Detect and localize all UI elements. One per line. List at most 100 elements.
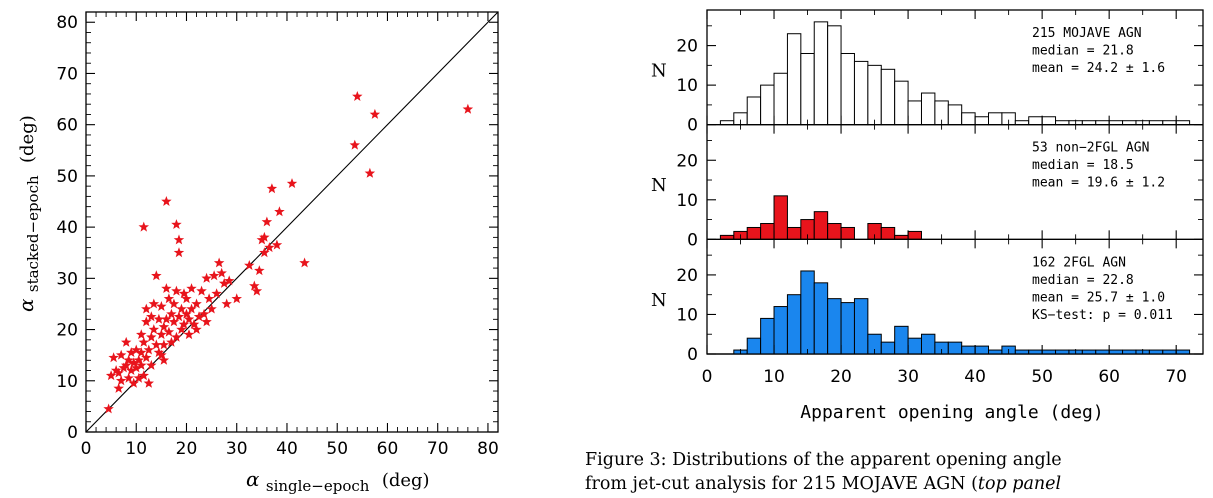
histogram-bar <box>813 21 829 126</box>
histogram-bar <box>773 306 788 355</box>
histogram-stat-line: median = 22.8 <box>1032 273 1134 288</box>
histogram-bar <box>974 116 990 126</box>
histogram-y-tick-label: 10 <box>676 305 698 325</box>
scatter-point <box>224 275 235 286</box>
histogram-stat-line: median = 21.8 <box>1032 44 1134 59</box>
histogram-bar <box>974 345 990 355</box>
scatter-point <box>186 283 197 293</box>
histogram-y-tick-label: 20 <box>676 37 698 57</box>
scatter-point <box>136 347 147 358</box>
scatter-point <box>146 331 157 342</box>
histogram-bar <box>746 226 762 240</box>
scatter-points <box>103 91 474 414</box>
histogram-bar <box>853 298 869 355</box>
scatter-point <box>231 293 242 304</box>
scatter-point <box>136 329 147 340</box>
histogram-ylabel: N <box>651 61 667 82</box>
scatter-point <box>259 247 270 258</box>
scatter-point <box>158 354 170 365</box>
scatter-y-tick-label: 0 <box>67 423 78 443</box>
scatter-frame <box>85 11 499 433</box>
scatter-point <box>156 329 167 340</box>
scatter-point <box>206 303 217 314</box>
scatter-point <box>176 303 187 314</box>
scatter-x-tick-label: 20 <box>176 439 198 459</box>
scatter-point <box>156 349 167 360</box>
histogram-bar <box>894 325 909 355</box>
scatter-point <box>166 336 177 347</box>
histogram-stat-line: 53 non−2FGL AGN <box>1032 141 1149 156</box>
scatter-point <box>113 367 124 378</box>
histogram-stat-line: mean = 25.7 ± 1.0 <box>1032 290 1165 305</box>
scatter-point <box>191 324 202 334</box>
scatter-y-tick-label: 50 <box>56 167 78 187</box>
histogram-x-tick-label: 30 <box>897 367 919 387</box>
scatter-point <box>213 257 225 268</box>
scatter-point <box>201 272 212 283</box>
histogram-x-tick-label: 10 <box>763 367 785 387</box>
histogram-bar <box>840 226 855 240</box>
histogram-ticks <box>706 10 1203 355</box>
histogram-y-tick-label: 0 <box>687 116 698 136</box>
scatter-point <box>138 336 149 347</box>
histogram-x-tick-label: 50 <box>1031 367 1053 387</box>
scatter-ylabel-symbol: α <box>14 298 38 312</box>
scatter-point <box>193 311 205 322</box>
scatter-y-tick-label: 60 <box>56 116 78 136</box>
scatter-point <box>198 308 210 319</box>
histogram-bar <box>853 60 869 126</box>
histogram-bar <box>760 317 775 355</box>
scatter-x-tick-label: 50 <box>326 439 348 459</box>
scatter-point <box>211 288 222 299</box>
histogram-stat-line: 162 2FGL AGN <box>1032 255 1126 270</box>
caption-line-2: from jet-cut analysis for 215 MOJAVE AGN… <box>585 472 1213 496</box>
scatter-point <box>110 365 122 375</box>
scatter-point <box>141 352 152 363</box>
scatter-point <box>153 347 165 358</box>
scatter-point <box>108 352 119 363</box>
scatter-point <box>299 257 310 268</box>
scatter-point <box>128 357 139 368</box>
scatter-point <box>123 354 134 365</box>
caption-line-1: Figure 3: Distributions of the apparent … <box>585 450 1062 470</box>
scatter-point <box>178 288 190 299</box>
scatter-xlabel: α single−epoch (deg) <box>246 467 430 496</box>
scatter-y-tick-label: 20 <box>56 321 78 341</box>
scatter-point <box>274 206 285 217</box>
histogram-bar <box>746 337 762 355</box>
scatter-point <box>171 331 182 342</box>
scatter-point <box>133 354 144 365</box>
scatter-y-tick-label: 10 <box>56 372 78 392</box>
scatter-ylabel-subscript: stacked−epoch <box>24 175 42 292</box>
scatter-point <box>364 167 376 178</box>
histogram-stat-line: median = 18.5 <box>1032 158 1134 173</box>
scatter-point <box>261 216 273 227</box>
scatter-point <box>131 344 142 355</box>
histogram-bar <box>907 100 922 126</box>
scatter-point <box>153 313 165 324</box>
histogram-y-tick-label: 20 <box>676 266 698 286</box>
histogram-bar <box>920 92 936 126</box>
scatter-point <box>176 324 187 334</box>
histogram-stat-line: 215 MOJAVE AGN <box>1032 26 1142 41</box>
scatter-point <box>259 231 270 242</box>
scatter-tick-labels: 0 10 20 30 40 50 60 70 80 0 10 20 30 40 50 60 70 80 <box>56 13 498 459</box>
scatter-point <box>266 183 278 194</box>
scatter-point <box>369 108 381 119</box>
scatter-point <box>171 219 182 229</box>
histogram-bar <box>786 33 802 126</box>
scatter-y-tick-label: 80 <box>56 13 78 33</box>
scatter-point <box>349 139 360 150</box>
scatter-point <box>148 298 160 309</box>
scatter-point <box>183 313 195 324</box>
scatter-point <box>183 329 195 340</box>
histogram-tick-labels: 0 10 20 N 0 10 20 N 0 10 20 N 0 10 20 30 40 50 60 70 <box>651 37 1187 387</box>
scatter-point <box>271 239 283 250</box>
scatter-point <box>161 313 172 324</box>
scatter-point <box>105 370 117 381</box>
histogram-bar <box>827 298 842 355</box>
scatter-point <box>161 283 172 293</box>
scatter-point <box>161 196 172 206</box>
histogram-bar <box>947 341 963 355</box>
scatter-point <box>221 298 232 309</box>
